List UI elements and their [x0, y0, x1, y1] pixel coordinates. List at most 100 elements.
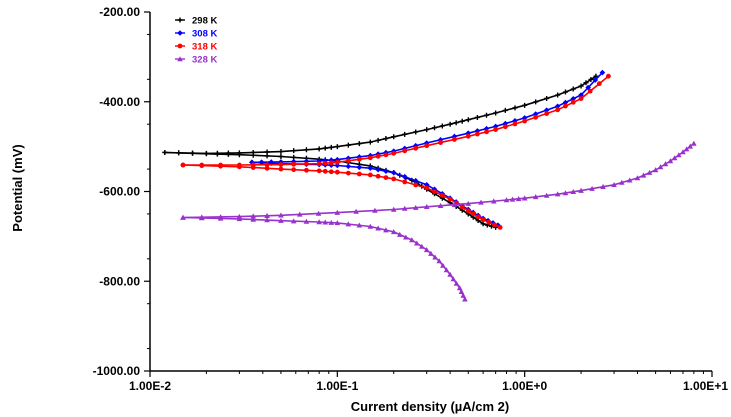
data-point [214, 151, 220, 157]
data-point [391, 150, 397, 156]
data-point [390, 206, 397, 212]
data-point [391, 134, 397, 140]
data-point [304, 167, 309, 173]
data-point [543, 107, 550, 113]
data-point [403, 234, 409, 240]
data-point [532, 111, 539, 117]
data-point [606, 73, 611, 79]
x-tick-label: 1.00E-1 [316, 379, 358, 393]
series-line [164, 75, 597, 155]
data-point [315, 210, 322, 216]
data-point [459, 204, 465, 210]
data-point [671, 155, 678, 161]
data-point [512, 105, 518, 111]
data-point [372, 207, 378, 213]
data-point [413, 129, 419, 135]
data-point [345, 170, 351, 176]
data-point [236, 164, 242, 170]
data-point [438, 140, 443, 145]
data-point [470, 211, 476, 217]
data-point [250, 165, 256, 170]
data-point [367, 172, 373, 178]
data-point [460, 292, 467, 298]
data-point [619, 179, 625, 185]
data-point [424, 143, 430, 149]
data-point [456, 285, 463, 291]
data-point [383, 136, 389, 142]
legend-label: 328 K [192, 55, 217, 66]
data-point [401, 205, 408, 211]
data-point [589, 185, 595, 191]
data-point [303, 158, 310, 165]
x-axis-title: Current density (µA/cm 2) [351, 399, 509, 414]
data-point [290, 218, 297, 224]
data-point [367, 165, 374, 171]
data-point [486, 219, 492, 225]
legend-label: 298 K [192, 16, 217, 27]
data-point [236, 216, 243, 222]
data-point [345, 158, 351, 164]
data-point [367, 223, 374, 229]
data-point [304, 161, 309, 167]
data-point [483, 125, 490, 132]
data-point [453, 280, 460, 286]
data-point [291, 148, 297, 154]
data-point [401, 173, 408, 180]
data-point [180, 162, 186, 168]
data-point [328, 160, 334, 166]
data-point [225, 151, 231, 157]
data-point [512, 121, 518, 127]
data-point [432, 189, 437, 195]
data-point [662, 161, 669, 167]
data-point [532, 194, 539, 200]
data-point [570, 86, 576, 92]
data-point [356, 222, 363, 228]
data-point [555, 92, 561, 98]
data-point [555, 107, 561, 113]
data-point [691, 140, 697, 146]
data-point [322, 145, 328, 151]
data-point [375, 173, 381, 179]
data-point [447, 271, 453, 277]
data-point [452, 137, 457, 142]
data-point [264, 162, 270, 168]
data-point [334, 144, 340, 150]
data-point [236, 152, 242, 158]
data-point [334, 220, 341, 226]
data-point [543, 192, 550, 198]
data-point [554, 103, 561, 110]
data-point [162, 149, 168, 155]
data-point [190, 150, 196, 156]
data-point [423, 203, 430, 209]
data-point [353, 208, 359, 214]
data-point [409, 237, 415, 243]
data-point [264, 217, 270, 223]
data-point [291, 167, 297, 173]
data-point [303, 218, 310, 224]
data-point [474, 128, 481, 134]
data-point [512, 117, 518, 124]
data-point [198, 215, 205, 221]
data-point [413, 182, 419, 188]
data-point [478, 199, 484, 205]
data-point [593, 73, 599, 79]
data-point [423, 181, 430, 188]
data-point [356, 164, 363, 171]
data-point [345, 163, 352, 170]
data-point [570, 188, 577, 195]
y-tick-label: -200.00 [99, 5, 140, 19]
data-point [503, 197, 510, 203]
data-point [443, 267, 450, 273]
data-point [596, 81, 602, 87]
data-point [316, 168, 322, 174]
data-point [480, 217, 486, 223]
data-point [428, 250, 434, 256]
data-point [533, 99, 539, 105]
data-point [432, 254, 438, 260]
data-point [437, 202, 444, 208]
data-point [432, 125, 438, 131]
data-point [554, 191, 561, 197]
data-point [634, 175, 641, 181]
series-line [182, 164, 501, 229]
data-point [328, 219, 335, 225]
